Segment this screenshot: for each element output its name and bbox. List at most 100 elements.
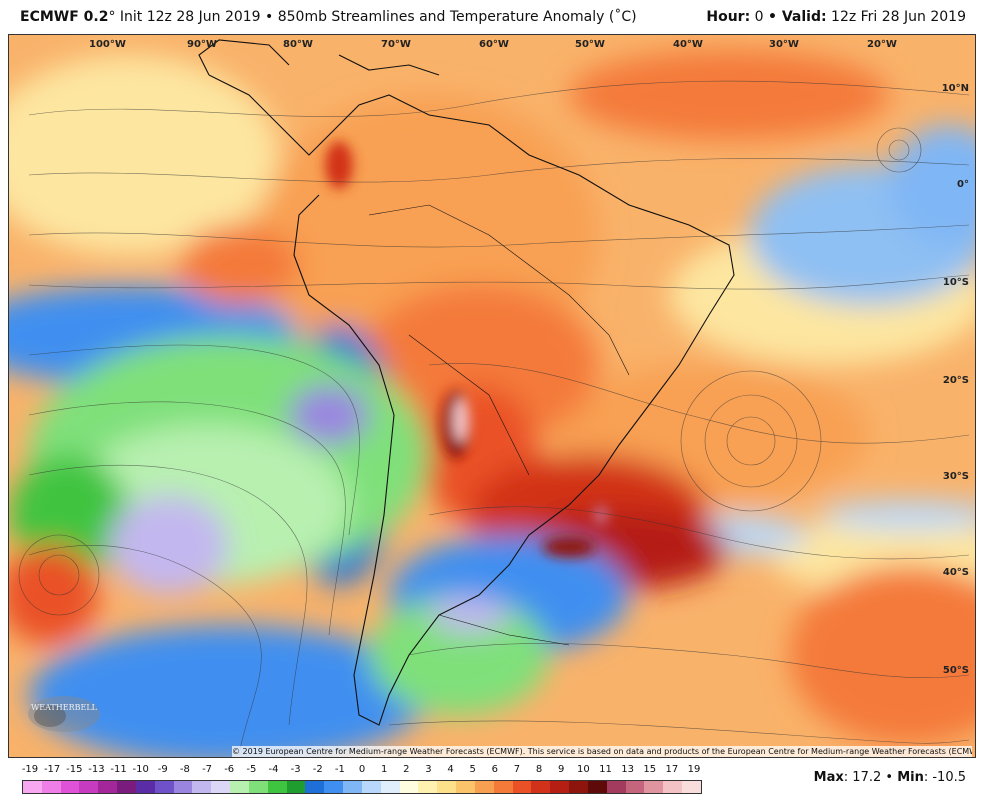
lon-label-100w: 100°W [89,39,126,50]
legend-swatch [437,781,457,793]
legend-tick-label: -17 [43,764,61,775]
temperature-anomaly-field [9,35,975,757]
header-right: Hour: 0 • Valid: 12z Fri 28 Jun 2019 [706,0,966,34]
legend-swatch [23,781,42,793]
legend-tick-label: 6 [491,764,498,775]
legend-tick-label: 17 [665,764,679,775]
legend-swatch [343,781,362,793]
legend-swatch [135,781,155,793]
init-time: Init 12z 28 Jun 2019 [119,9,261,25]
legend-swatch [493,781,513,793]
map-header: ECMWF 0.2° Init 12z 28 Jun 2019 • 850mb … [0,0,984,34]
legend-swatch [192,781,212,793]
degree-sign: ° [108,9,116,25]
legend-swatch [512,781,532,793]
legend-tick-label: -4 [268,764,279,775]
legend-tick-label: 9 [558,764,565,775]
lon-label-20w: 20°W [867,39,897,50]
legend-tick-label: -15 [66,764,83,775]
legend-tick-label: -7 [202,764,213,775]
legend-tick-label: 5 [469,764,476,775]
svg-text:WEATHERBELL: WEATHERBELL [31,703,98,712]
model-name: ECMWF 0.2 [20,9,109,25]
min-label: Min [897,770,924,785]
hour-value: 0 [754,9,764,25]
legend-swatch [79,781,99,793]
legend-tick-label: -19 [21,764,39,775]
legend-swatch [587,781,607,793]
lon-label-80w: 80°W [283,39,313,50]
legend-tick-label: -11 [110,764,127,775]
lat-label-10s: 10°S [942,277,969,288]
lon-label-70w: 70°W [381,39,411,50]
streamlines [18,80,970,756]
lat-label-10n: 10°N [941,83,969,94]
legend-swatch [456,781,475,793]
coastlines [198,39,735,726]
legend-tick-label: 19 [687,764,701,775]
legend-swatch [248,781,268,793]
hour-label: Hour: [706,9,751,25]
min-value: : -10.5 [923,770,966,785]
legend-tick-label: -9 [157,764,168,775]
weather-map: 100°W 90°W 80°W 70°W 60°W 50°W 40°W 30°W… [8,34,976,758]
legend-swatch [663,781,682,793]
caribbean-outline [338,54,440,76]
legend-tick-label: -5 [246,764,257,775]
legend-swatch [41,781,61,793]
legend-tick-label: -3 [290,764,301,775]
legend-tick-label: 7 [513,764,521,775]
legend-swatch [154,781,174,793]
legend-swatch [230,781,249,793]
legend-tick-label: 2 [403,764,410,775]
legend-swatch [173,781,193,793]
legend-swatch [418,781,438,793]
central-america-outline [198,39,290,76]
legend-tick-label: 13 [621,764,634,775]
legend-tick-label: -8 [179,764,190,775]
legend-swatch [324,781,344,793]
legend-swatch [286,781,306,793]
max-label: Max [813,770,844,785]
legend-labels: -19 -17 -15 -13 -11 -10 -9 -8 -7 -6 -5 -4 -3 -2 -1 0 1 2 3… [22,764,702,778]
lat-label-40s: 40°S [942,567,969,578]
country-borders [368,204,630,376]
legend-swatch [211,781,231,793]
legend-color-bar [22,780,702,794]
legend-swatch [399,781,419,793]
legend-tick-label: -13 [88,764,105,775]
lon-label-50w: 50°W [575,39,605,50]
lat-label-20s: 20°S [942,375,969,386]
max-value: : 17.2 • [843,770,894,785]
legend-tick-label: 15 [643,764,657,775]
legend-swatch [606,781,626,793]
legend-swatch [531,781,551,793]
legend-swatch [267,781,287,793]
south-america-outline [208,74,735,726]
product-name: • 850mb Streamlines and Temperature Anom… [265,9,637,25]
legend-swatch [625,781,645,793]
legend-tick-label: 1 [380,764,388,775]
legend-tick-label: 10 [576,764,590,775]
copyright-notice: © 2019 European Centre for Medium-range … [232,746,972,757]
legend-swatch [117,781,136,793]
lat-label-0: 0° [957,179,969,190]
legend-tick-label: -10 [132,764,149,775]
lon-label-90w: 90°W [187,39,217,50]
legend-tick-label: -6 [224,764,235,775]
legend-tick-label: -1 [334,764,345,775]
legend-swatch [550,781,570,793]
lon-label-40w: 40°W [673,39,703,50]
lon-label-30w: 30°W [769,39,799,50]
legend-tick-label: -2 [312,764,323,775]
valid-value: 12z Fri 28 Jun 2019 [831,9,966,25]
legend-swatch [681,781,701,793]
legend-swatch [644,781,664,793]
valid-label: • Valid: [768,9,827,25]
header-left: ECMWF 0.2° Init 12z 28 Jun 2019 • 850mb … [20,0,637,34]
anomaly-blobs [9,50,975,757]
legend-swatch [569,781,588,793]
legend-tick-label: 3 [425,764,432,775]
legend-swatch [474,781,494,793]
legend-tick-label: 0 [358,764,366,775]
